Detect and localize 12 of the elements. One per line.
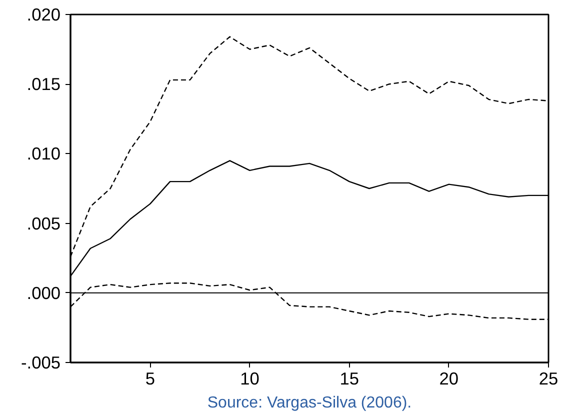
y-tick-label: .020 [26, 4, 61, 24]
y-tick-label: .015 [26, 74, 61, 94]
y-tick-label: -.005 [21, 352, 61, 372]
y-tick-label: .005 [26, 213, 61, 234]
y-tick-label: .000 [26, 282, 61, 303]
x-tick-label: 20 [439, 368, 459, 388]
x-tick-label: 15 [340, 368, 359, 388]
x-tick-label: 25 [538, 368, 558, 388]
x-tick-label: 10 [240, 368, 260, 388]
y-tick-label: .010 [26, 144, 61, 164]
x-tick-label: 5 [145, 368, 155, 388]
source-note: Source: Vargas-Silva (2006). [207, 394, 412, 412]
